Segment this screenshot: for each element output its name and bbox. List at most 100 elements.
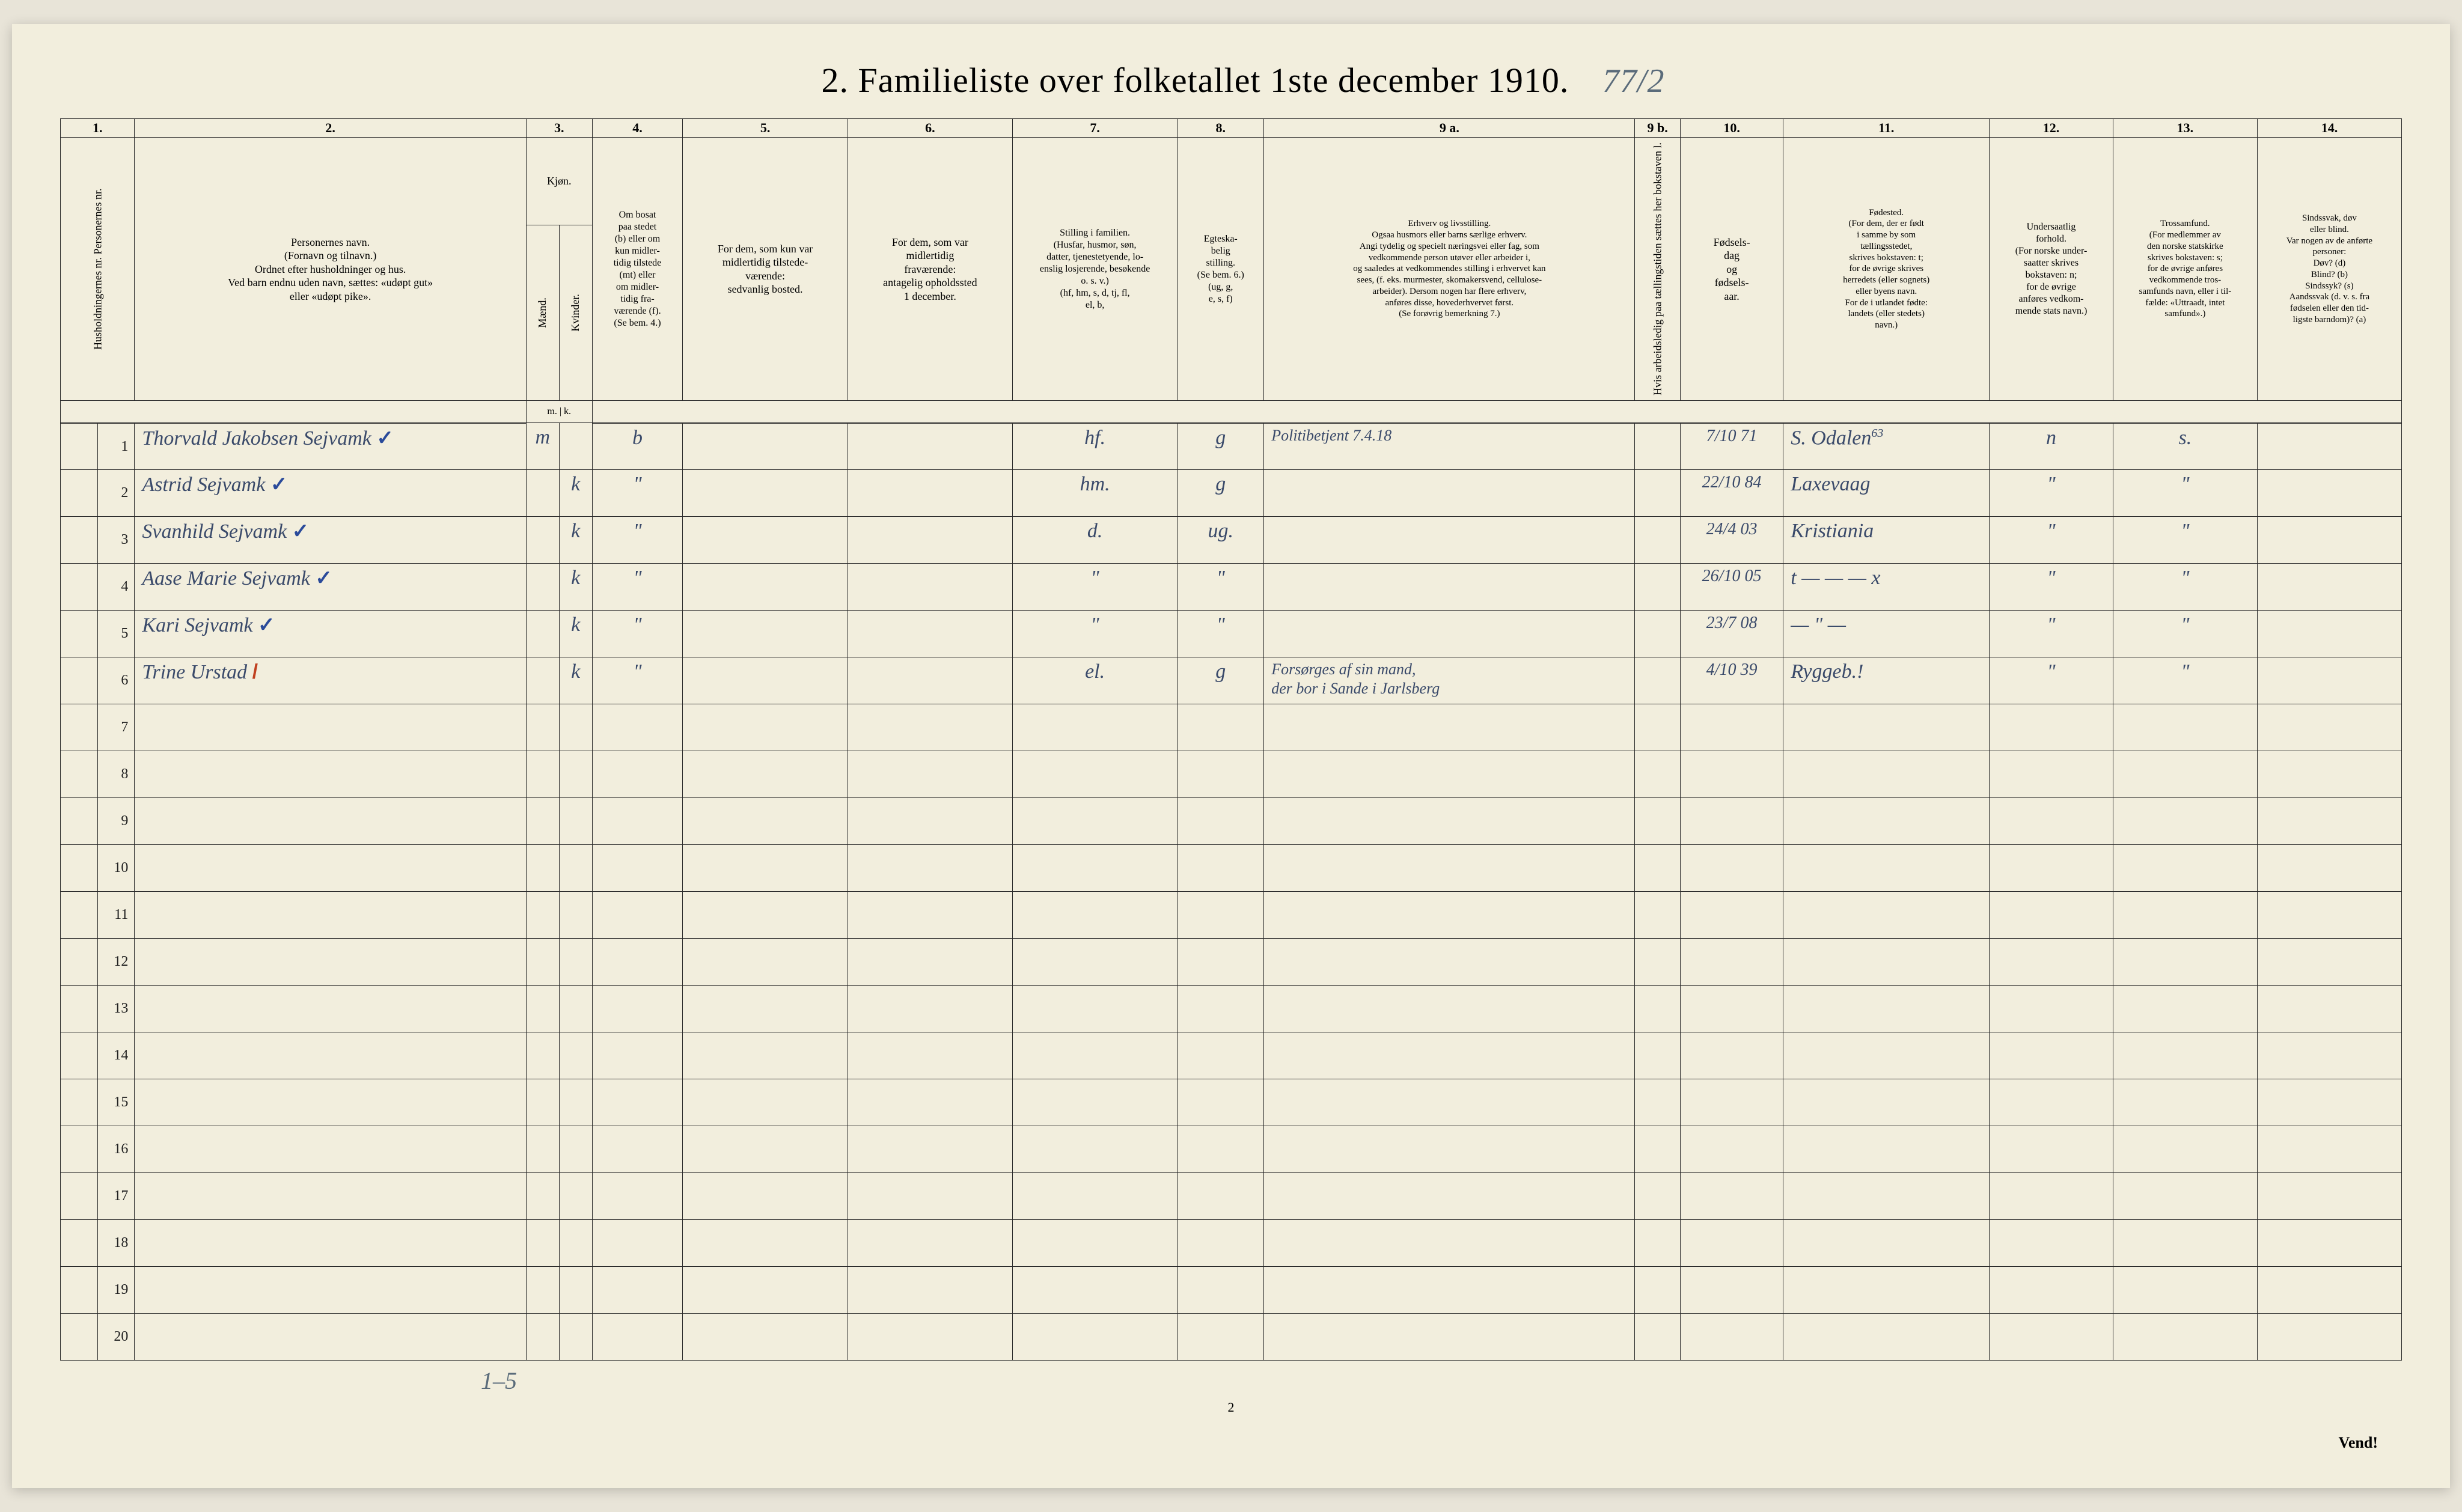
empty-cell [1990,1173,2113,1220]
empty-cell [848,704,1012,751]
person-nr: 6 [97,657,135,704]
empty-cell [2113,1126,2257,1173]
empty-cell [1635,1267,1680,1314]
person-nr: 16 [97,1126,135,1173]
fodselsdag: 26/10 05 [1680,564,1783,611]
footer-handwritten: 1–5 [481,1367,2402,1395]
household-nr [61,1173,98,1220]
empty-cell [135,704,526,751]
table-row: 15 [61,1079,2402,1126]
empty-cell [135,1314,526,1361]
person-nr: 2 [97,470,135,517]
empty-cell [2113,939,2257,986]
empty-cell [1783,1267,1990,1314]
header-6: For dem, som var midlertidig fraværende:… [848,138,1012,401]
kjon-mk: m. | k. [526,401,592,423]
household-nr [61,704,98,751]
household-nr [61,517,98,564]
empty-cell [592,892,683,939]
colnum-3: 3. [526,119,592,138]
fodested: Laxevaag [1783,470,1990,517]
fodselsdag: 24/4 03 [1680,517,1783,564]
col5 [683,517,848,564]
empty-cell [1264,798,1635,845]
empty-cell [135,1126,526,1173]
empty-cell [1680,1173,1783,1220]
bosat: " [592,611,683,657]
empty-cell [2257,939,2401,986]
fodselsdag: 7/10 71 [1680,423,1783,470]
title-main: Familieliste over folketallet 1ste decem… [858,61,1569,100]
empty-cell [1783,892,1990,939]
empty-cell [848,798,1012,845]
person-nr: 5 [97,611,135,657]
empty-cell [1178,1173,1264,1220]
empty-cell [1783,1173,1990,1220]
empty-cell [135,986,526,1032]
header-11: Fødested. (For dem, der er født i samme … [1783,138,1990,401]
empty-cell [592,1032,683,1079]
empty-cell [1264,1314,1635,1361]
fodested: t — — — x [1783,564,1990,611]
empty-cell [1990,751,2113,798]
empty-cell [559,1032,592,1079]
col9b [1635,564,1680,611]
header-3-k: Kvinder. [559,225,592,401]
empty-cell [1264,704,1635,751]
table-row: 7 [61,704,2402,751]
empty-cell [1264,1173,1635,1220]
person-name: Svanhild Sejvamk ✓ [135,517,526,564]
erhverv [1264,470,1635,517]
person-name: Aase Marie Sejvamk ✓ [135,564,526,611]
empty-cell [2113,845,2257,892]
empty-cell [1990,845,2113,892]
bosat: " [592,517,683,564]
empty-cell [2257,1079,2401,1126]
empty-cell [135,751,526,798]
empty-cell [1680,1267,1783,1314]
person-name: Astrid Sejvamk ✓ [135,470,526,517]
household-nr [61,470,98,517]
erhverv [1264,564,1635,611]
empty-cell [1264,939,1635,986]
household-nr [61,1314,98,1361]
empty-cell [1012,704,1177,751]
stilling: hf. [1012,423,1177,470]
census-form-sheet: 2. Familieliste over folketallet 1ste de… [12,24,2450,1488]
empty-cell [683,1220,848,1267]
person-name: Kari Sejvamk ✓ [135,611,526,657]
empty-cell [592,1220,683,1267]
title-prefix: 2. [822,61,849,100]
empty-cell [2113,704,2257,751]
fodselsdag: 23/7 08 [1680,611,1783,657]
sex-k: k [559,611,592,657]
colnum-10: 10. [1680,119,1783,138]
empty-cell [1178,845,1264,892]
trossamfund: " [2113,470,2257,517]
colnum-11: 11. [1783,119,1990,138]
empty-cell [559,1220,592,1267]
empty-cell [1635,1032,1680,1079]
empty-cell [1178,1126,1264,1173]
empty-cell [135,798,526,845]
table-row: 5Kari Sejvamk ✓k"""23/7 08— " —"" [61,611,2402,657]
table-row: 2Astrid Sejvamk ✓k"hm.g22/10 84Laxevaag"… [61,470,2402,517]
undersaatlig: " [1990,517,2113,564]
household-nr [61,1126,98,1173]
sex-m [526,517,559,564]
empty-cell [592,1267,683,1314]
empty-cell [1012,751,1177,798]
empty-cell [1178,704,1264,751]
table-row: 16 [61,1126,2402,1173]
empty-cell [559,845,592,892]
empty-cell [1990,1220,2113,1267]
empty-cell [1680,1220,1783,1267]
empty-cell [592,1079,683,1126]
empty-cell [683,939,848,986]
undersaatlig: n [1990,423,2113,470]
header-row: Husholdningernes nr. Personernes nr. Per… [61,138,2402,225]
empty-cell [1264,1079,1635,1126]
col9b [1635,657,1680,704]
empty-cell [848,986,1012,1032]
household-nr [61,751,98,798]
